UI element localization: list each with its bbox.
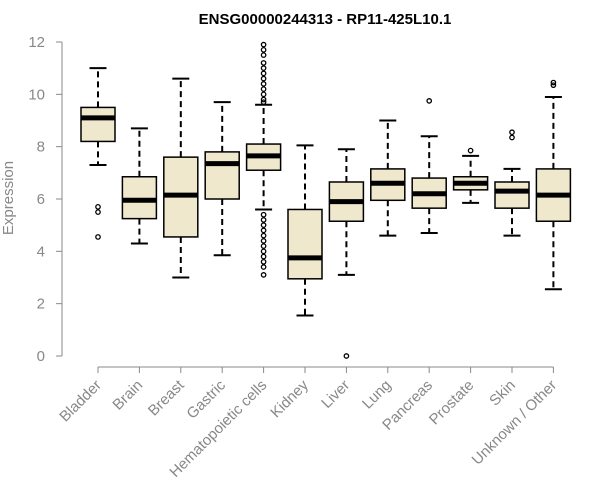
outlier-point — [260, 222, 267, 229]
y-tick-label: 8 — [37, 139, 45, 156]
box-group — [494, 129, 530, 237]
outlier-point — [260, 264, 267, 270]
y-tick-label: 4 — [37, 243, 45, 260]
box-group — [328, 148, 365, 359]
outlier-point — [260, 217, 267, 223]
outlier-point — [550, 79, 557, 86]
outlier-point — [260, 248, 267, 255]
box-group — [452, 147, 489, 204]
outlier-point — [260, 75, 267, 82]
outlier-point — [260, 41, 267, 48]
y-axis: 0 2 4 6 8 10 12 — [28, 34, 63, 365]
iqr-box — [494, 181, 530, 209]
x-tick-label: Lung — [359, 377, 395, 413]
box-group — [370, 119, 406, 237]
outlier-point — [260, 232, 267, 239]
iqr-box — [121, 176, 158, 220]
y-tick-label: 0 — [37, 348, 45, 365]
outlier-point — [260, 46, 267, 53]
iqr-box — [204, 151, 240, 200]
outlier-point — [260, 81, 267, 87]
outlier-point — [95, 209, 101, 215]
outlier-point — [260, 91, 267, 98]
outlier-point — [343, 353, 350, 359]
box-group — [163, 77, 199, 279]
outlier-point — [260, 86, 267, 92]
box-group — [411, 98, 447, 235]
outlier-point — [260, 272, 267, 278]
chart-title: ENSG00000244313 - RP11-425L10.1 — [199, 11, 452, 28]
x-tick-label: Kidney — [267, 376, 312, 421]
iqr-box — [287, 208, 323, 280]
outlier-point — [95, 204, 101, 210]
outlier-point — [95, 234, 101, 240]
x-tick-label: Bladder — [56, 377, 105, 426]
outlier-point — [260, 253, 267, 260]
box-group — [287, 144, 323, 317]
outlier-point — [260, 258, 267, 265]
y-axis-label: Expression — [0, 161, 17, 235]
outlier-point — [260, 65, 267, 72]
x-tick-label: Liver — [318, 377, 353, 412]
box-group — [535, 79, 572, 291]
y-tick-label: 2 — [37, 296, 45, 313]
outlier-point — [260, 238, 267, 244]
outlier-point — [260, 211, 267, 218]
outlier-point — [260, 99, 267, 106]
outlier-point — [260, 60, 267, 66]
outlier-point — [509, 129, 515, 136]
outlier-point — [260, 227, 267, 234]
x-tick-label: Prostate — [426, 377, 478, 429]
box-group — [80, 67, 116, 240]
outlier-point — [509, 134, 515, 141]
outlier-point — [260, 243, 267, 249]
x-tick-label: Breast — [145, 376, 188, 419]
box-group — [204, 101, 240, 257]
outlier-point — [467, 147, 474, 154]
outlier-point — [426, 98, 433, 104]
outlier-point — [550, 82, 557, 89]
outlier-point — [260, 70, 267, 77]
box-group — [245, 41, 282, 278]
iqr-box — [80, 106, 116, 143]
y-tick-label: 12 — [28, 34, 45, 51]
plot-area — [80, 41, 572, 359]
y-tick-label: 10 — [28, 86, 45, 103]
outlier-point — [260, 96, 267, 103]
outlier-point — [260, 52, 267, 58]
x-tick-label: Brain — [109, 377, 146, 414]
box-group — [121, 127, 158, 245]
x-tick-label: Skin — [486, 377, 519, 410]
y-tick-label: 6 — [37, 191, 45, 208]
